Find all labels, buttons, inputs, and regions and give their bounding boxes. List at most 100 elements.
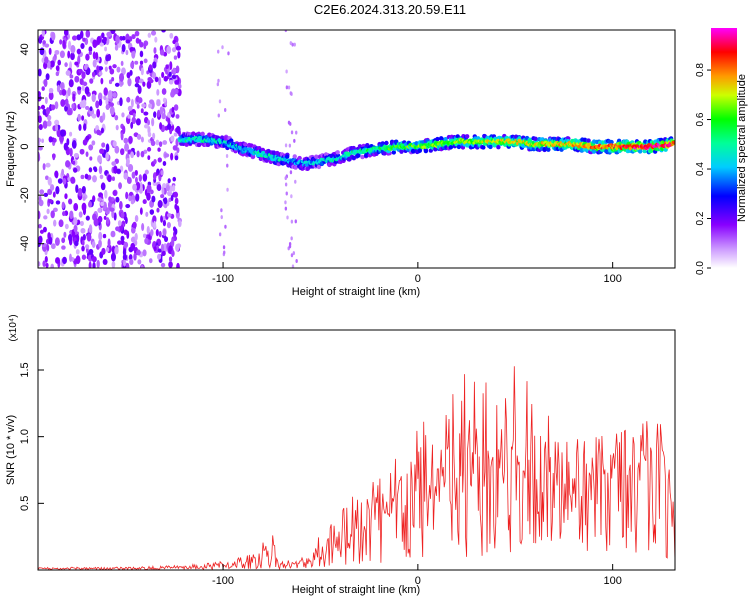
y-tick-label: 0.5 bbox=[19, 496, 31, 511]
noise-mark bbox=[68, 79, 74, 88]
noise-mark bbox=[50, 210, 55, 219]
ridge-mark bbox=[314, 154, 319, 159]
noise-mark bbox=[71, 139, 77, 149]
noise-mark bbox=[112, 190, 117, 196]
noise-mark bbox=[72, 167, 78, 173]
noise-mark bbox=[174, 203, 178, 210]
ridge-mark bbox=[399, 149, 404, 154]
interference-mark bbox=[287, 85, 291, 90]
noise-mark bbox=[168, 79, 174, 85]
noise-mark bbox=[85, 244, 90, 249]
noise-mark bbox=[153, 111, 157, 118]
noise-mark bbox=[44, 56, 49, 64]
noise-mark bbox=[101, 32, 105, 39]
interference-mark bbox=[289, 91, 293, 96]
ridge-mark bbox=[384, 140, 389, 146]
noise-mark bbox=[39, 189, 45, 195]
noise-mark bbox=[54, 237, 60, 246]
noise-mark bbox=[127, 177, 132, 185]
interference-mark bbox=[290, 253, 294, 258]
noise-mark bbox=[135, 176, 138, 184]
noise-mark bbox=[172, 67, 177, 76]
noise-mark bbox=[61, 201, 65, 209]
noise-mark bbox=[47, 176, 52, 186]
noise-mark bbox=[115, 226, 120, 232]
noise-mark bbox=[114, 82, 120, 87]
ridge-mark bbox=[609, 139, 614, 145]
noise-mark bbox=[173, 55, 178, 60]
noise-mark bbox=[38, 115, 42, 124]
noise-mark bbox=[146, 226, 150, 235]
ridge-mark bbox=[410, 148, 416, 154]
noise-mark bbox=[124, 216, 128, 225]
noise-mark bbox=[123, 229, 128, 235]
noise-mark bbox=[64, 223, 69, 230]
noise-mark bbox=[100, 127, 104, 134]
noise-mark bbox=[98, 66, 104, 71]
noise-mark bbox=[45, 107, 51, 115]
noise-mark bbox=[172, 226, 177, 232]
noise-mark bbox=[105, 97, 109, 106]
noise-mark bbox=[71, 103, 75, 109]
noise-mark bbox=[171, 74, 177, 79]
noise-mark bbox=[92, 213, 97, 221]
noise-mark bbox=[151, 72, 157, 80]
noise-mark bbox=[171, 238, 175, 247]
noise-mark bbox=[81, 71, 86, 80]
interference-mark bbox=[284, 200, 287, 205]
colorbar-label: Normalized spectral amplitude bbox=[736, 74, 748, 222]
noise-mark bbox=[109, 106, 115, 116]
noise-mark bbox=[82, 99, 87, 107]
noise-mark bbox=[128, 254, 133, 261]
noise-mark bbox=[69, 210, 74, 220]
noise-mark bbox=[140, 150, 145, 158]
noise-mark bbox=[68, 234, 73, 242]
interference-mark bbox=[292, 251, 296, 256]
noise-mark bbox=[142, 233, 147, 238]
noise-mark bbox=[54, 170, 59, 178]
y-tick-label: 1.0 bbox=[19, 429, 31, 444]
interference-mark bbox=[289, 41, 293, 46]
noise-mark bbox=[138, 97, 143, 104]
noise-mark bbox=[177, 51, 181, 59]
noise-mark bbox=[81, 239, 85, 246]
noise-mark bbox=[125, 204, 131, 209]
noise-mark bbox=[146, 80, 152, 89]
ridge-mark bbox=[591, 149, 597, 154]
x-tick-label: 0 bbox=[415, 575, 421, 587]
noise-mark bbox=[120, 211, 125, 219]
ridge-mark bbox=[292, 154, 297, 159]
noise-mark bbox=[69, 253, 72, 263]
noise-mark bbox=[92, 175, 97, 183]
ridge-mark bbox=[316, 164, 322, 170]
noise-mark bbox=[150, 229, 154, 237]
noise-mark bbox=[71, 35, 78, 41]
noise-mark bbox=[112, 92, 117, 98]
y-tick-label: -40 bbox=[19, 236, 31, 252]
noise-mark bbox=[95, 51, 99, 61]
snr-background bbox=[38, 330, 675, 570]
colorbar-tick-label: 0.0 bbox=[695, 261, 706, 275]
ridge-mark bbox=[464, 134, 470, 139]
interference-mark bbox=[224, 108, 227, 113]
noise-mark bbox=[82, 195, 86, 201]
noise-mark bbox=[92, 261, 96, 268]
noise-mark bbox=[118, 72, 125, 82]
noise-mark bbox=[83, 123, 87, 131]
noise-mark bbox=[107, 90, 113, 99]
noise-mark bbox=[92, 59, 97, 68]
noise-mark bbox=[120, 235, 125, 242]
noise-mark bbox=[38, 68, 42, 77]
noise-mark bbox=[42, 226, 47, 233]
noise-mark bbox=[98, 71, 103, 76]
noise-mark bbox=[72, 160, 76, 165]
interference-mark bbox=[284, 182, 288, 187]
noise-mark bbox=[120, 60, 124, 66]
noise-mark bbox=[108, 196, 112, 203]
noise-mark bbox=[48, 236, 53, 245]
noise-mark bbox=[48, 47, 52, 55]
noise-mark bbox=[88, 261, 92, 268]
noise-mark bbox=[41, 86, 45, 91]
noise-mark bbox=[63, 231, 67, 238]
noise-mark bbox=[127, 114, 131, 119]
